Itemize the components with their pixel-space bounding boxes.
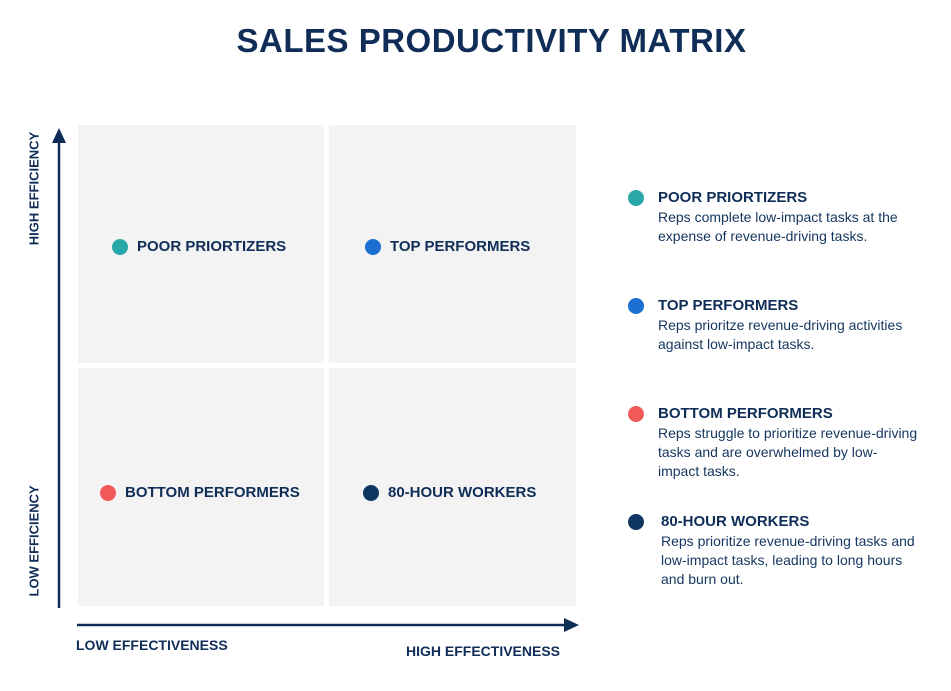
page-title: SALES PRODUCTIVITY MATRIX [236,22,747,59]
legend-description: Reps prioritze revenue-driving activitie… [658,317,903,352]
x-axis-arrowhead-icon [564,618,579,632]
legend-heading: TOP PERFORMERS [658,297,799,314]
quadrant-label-bottom-performers: BOTTOM PERFORMERS [100,484,300,501]
quadrant-label-text: 80-HOUR WORKERS [388,484,537,501]
red-dot-icon [628,406,644,422]
legend-description: Reps prioritize revenue-driving tasks an… [661,533,915,587]
blue-dot-icon [365,238,381,255]
y-axis-arrowhead-icon [52,128,66,143]
x-axis-low-label: LOW EFFECTIVENESS [76,637,228,653]
y-axis-high-label: HIGH EFFICIENCY [26,131,42,246]
legend-description: Reps complete low-impact tasks at the ex… [658,209,898,244]
quadrant-label-poor-prioritizers: POOR PRIORTIZERS [112,238,286,255]
red-dot-icon [100,484,116,501]
quadrant-label-text: BOTTOM PERFORMERS [125,484,300,501]
legend-heading: 80-HOUR WORKERS [661,513,810,530]
teal-dot-icon [112,238,128,255]
navy-dot-icon [628,514,644,530]
legend-heading: POOR PRIORTIZERS [658,189,808,206]
quadrant-label-top-performers: TOP PERFORMERS [365,238,530,255]
quadrant-label-text: TOP PERFORMERS [390,238,531,255]
y-axis-low-label: LOW EFFICIENCY [26,485,42,597]
quadrant-bottom-left [78,368,324,606]
navy-dot-icon [363,484,379,501]
legend-description: Reps struggle to prioritize revenue-driv… [658,425,918,479]
teal-dot-icon [628,190,644,206]
x-axis-high-label: HIGH EFFECTIVENESS [406,643,561,659]
quadrant-label-80-hour-workers: 80-HOUR WORKERS [363,484,536,501]
quadrant-label-text: POOR PRIORTIZERS [137,238,287,255]
legend-heading: BOTTOM PERFORMERS [658,405,833,422]
blue-dot-icon [628,298,644,314]
